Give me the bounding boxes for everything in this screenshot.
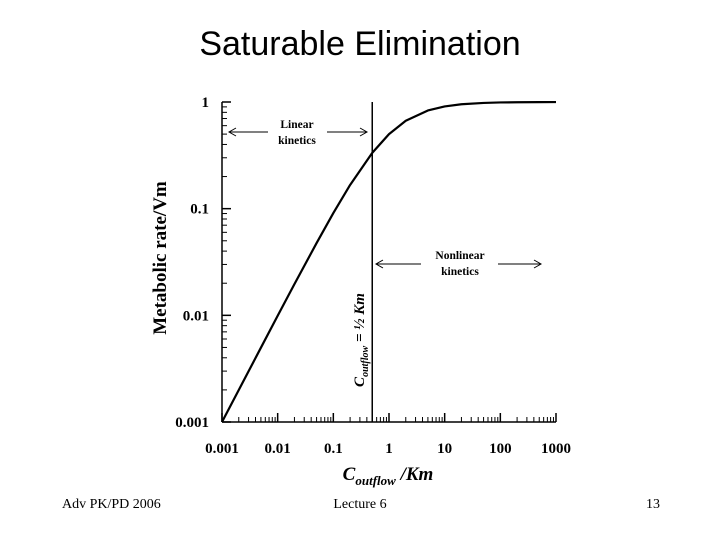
footer-lecture: Lecture 6: [333, 497, 387, 512]
x-axis-label: Coutflow /Km: [343, 464, 434, 488]
y-ticks: 0.001 0.01 0.1 1: [175, 95, 231, 431]
nonlinear-annotation-line-1: Nonlinear: [435, 250, 484, 262]
series-line: [221, 100, 557, 423]
x-tick-label: 0.001: [205, 441, 239, 457]
x-tick-label: 1: [385, 441, 393, 457]
reference-line-label: Coutflow = ½ Km: [352, 293, 371, 387]
reference-line-label-tail: = ½ Km: [352, 293, 368, 346]
nonlinear-arrow-right: [498, 259, 543, 269]
x-tick-label: 100: [489, 441, 512, 457]
linear-annotation-line-2: kinetics: [278, 135, 316, 147]
y-tick-label: 0.1: [190, 202, 209, 218]
y-axis-label: Metabolic rate/Vm: [150, 181, 171, 335]
x-tick-label: 0.01: [265, 441, 291, 457]
linear-arrow-left: [227, 127, 268, 137]
y-tick-label: 0.01: [183, 308, 209, 324]
slide-title: Saturable Elimination: [199, 25, 521, 63]
x-tick-label: 10: [437, 441, 452, 457]
footer-page-number: 13: [646, 497, 660, 512]
x-tick-label: 1000: [541, 441, 571, 457]
nonlinear-annotation-line-2: kinetics: [441, 266, 479, 278]
reference-line-label-sub: outflow: [360, 345, 371, 376]
x-axis-label-main: C: [343, 464, 356, 485]
nonlinear-arrow-left: [374, 259, 421, 269]
x-tick-label: 0.1: [324, 441, 343, 457]
reference-line-label-main: C: [352, 376, 368, 387]
linear-arrow-right: [327, 127, 369, 137]
y-tick-label: 0.001: [175, 415, 209, 431]
footer-course: Adv PK/PD 2006: [62, 497, 161, 512]
y-tick-label: 1: [202, 95, 210, 111]
x-axis-label-sub: outflow: [355, 473, 396, 488]
linear-annotation-line-1: Linear: [280, 119, 313, 131]
x-ticks: 0.001 0.01 0.1 1 10 100 1000: [205, 413, 571, 457]
x-axis-label-tail: /Km: [396, 464, 433, 485]
